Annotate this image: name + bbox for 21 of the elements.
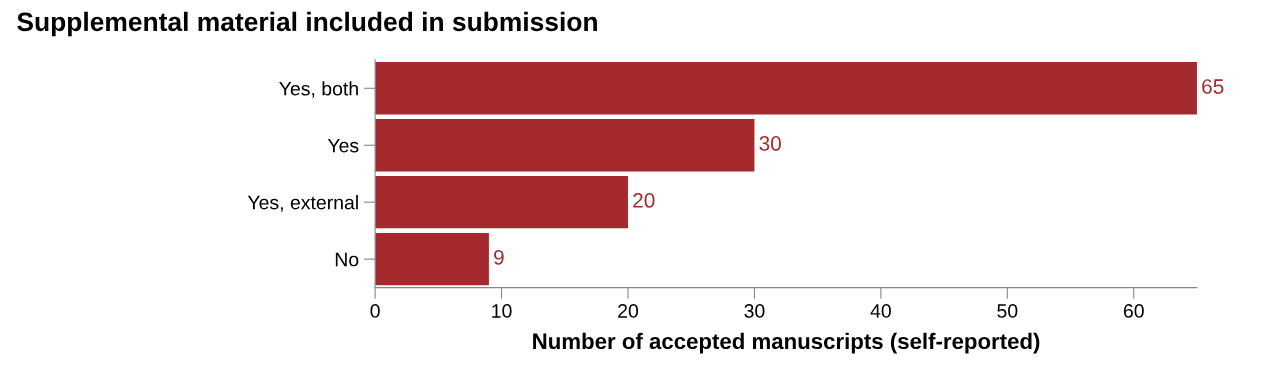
bar [375,119,755,172]
y-tick-label: Yes [327,138,359,153]
bar [375,175,628,229]
x-tick-label: 10 [492,304,512,318]
y-tick-label: No [335,252,359,267]
x-tick-label: 40 [870,304,891,318]
y-tick-label: Yes, both [279,81,358,98]
x-tick-label: 0 [370,304,380,318]
x-tick-label: 60 [1123,304,1144,318]
data-label: 20 [633,193,655,208]
data-label: 65 [1202,79,1224,94]
data-label: 30 [759,136,781,151]
chart-title: Supplemental material included in submission [17,11,597,37]
bar [375,232,489,286]
x-tick-label: 20 [618,304,639,318]
bar [375,62,1197,115]
y-tick-label: Yes, external [247,195,358,212]
data-label: 9 [494,249,504,265]
x-axis-title: Number of accepted manuscripts (self-reported) [533,332,1040,354]
x-tick-label: 30 [744,304,765,318]
x-tick-label: 50 [997,304,1018,318]
